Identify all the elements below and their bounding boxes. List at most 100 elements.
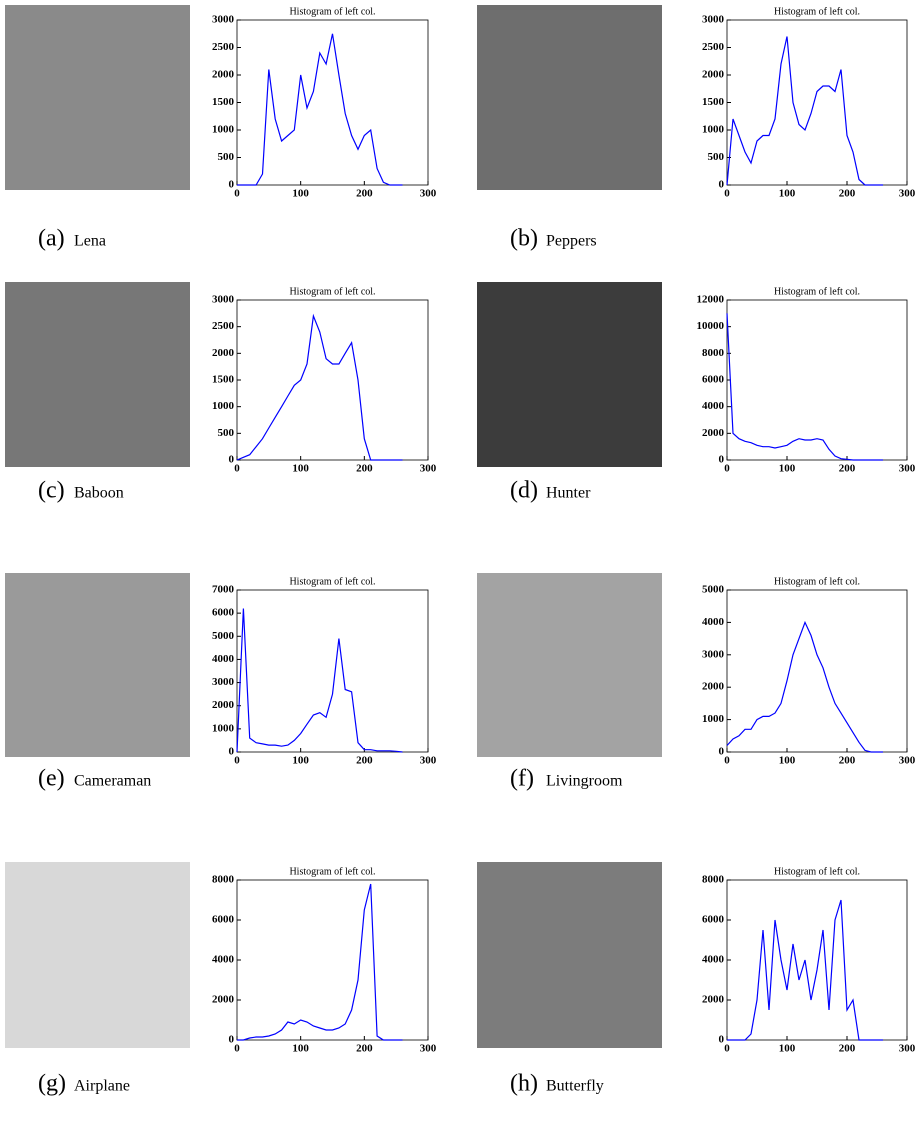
histogram-line bbox=[237, 609, 403, 753]
y-tick-label: 5000 bbox=[212, 630, 235, 642]
y-tick-label: 8000 bbox=[702, 347, 725, 359]
y-tick-label: 1000 bbox=[702, 713, 725, 725]
x-tick-label: 0 bbox=[724, 188, 730, 200]
y-tick-label: 3000 bbox=[212, 14, 235, 26]
panel-label: (b) bbox=[510, 226, 538, 252]
y-tick-label: 3000 bbox=[212, 294, 235, 306]
x-tick-label: 100 bbox=[292, 1043, 309, 1055]
x-tick-label: 100 bbox=[779, 755, 796, 767]
x-tick-label: 200 bbox=[356, 463, 373, 475]
image-placeholder bbox=[5, 573, 190, 757]
y-tick-label: 6000 bbox=[212, 914, 235, 926]
chart-title: Histogram of left col. bbox=[774, 286, 860, 297]
panel-label: (d) bbox=[510, 478, 538, 504]
y-tick-label: 2000 bbox=[212, 69, 235, 81]
image-placeholder bbox=[477, 573, 662, 757]
page: {"panels": [ {"label": "(a)", "name": "L… bbox=[0, 0, 921, 1130]
image-placeholder bbox=[5, 282, 190, 467]
plot-frame bbox=[237, 590, 428, 752]
y-tick-label: 10000 bbox=[697, 320, 725, 332]
y-tick-label: 12000 bbox=[697, 294, 725, 306]
x-tick-label: 0 bbox=[724, 755, 730, 767]
y-tick-label: 2000 bbox=[212, 994, 235, 1006]
plot-frame bbox=[237, 300, 428, 460]
plot-frame bbox=[727, 590, 907, 752]
chart-title: Histogram of left col. bbox=[774, 6, 860, 17]
image-placeholder bbox=[477, 862, 662, 1048]
plot-frame bbox=[237, 20, 428, 185]
plot-frame bbox=[727, 300, 907, 460]
image-placeholder bbox=[477, 5, 662, 190]
y-tick-label: 8000 bbox=[212, 874, 235, 886]
panel-name: Peppers bbox=[546, 233, 597, 250]
image-placeholder bbox=[5, 5, 190, 190]
y-tick-label: 2000 bbox=[702, 994, 725, 1006]
x-tick-label: 300 bbox=[899, 755, 916, 767]
x-tick-label: 300 bbox=[899, 463, 916, 475]
x-tick-label: 200 bbox=[839, 755, 856, 767]
y-tick-label: 1500 bbox=[212, 374, 235, 386]
chart-title: Histogram of left col. bbox=[289, 6, 375, 17]
x-tick-label: 0 bbox=[724, 1043, 730, 1055]
y-tick-label: 2000 bbox=[212, 699, 235, 711]
histogram-line bbox=[727, 37, 883, 186]
x-tick-label: 200 bbox=[356, 755, 373, 767]
x-tick-label: 100 bbox=[292, 188, 309, 200]
panel-name: Lena bbox=[74, 233, 106, 250]
chart-title: Histogram of left col. bbox=[289, 866, 375, 877]
y-tick-label: 4000 bbox=[212, 653, 235, 665]
image-placeholder bbox=[5, 862, 190, 1048]
panel-label: (f) bbox=[510, 766, 534, 792]
plot-frame bbox=[237, 880, 428, 1040]
x-tick-label: 200 bbox=[356, 1043, 373, 1055]
y-tick-label: 5000 bbox=[702, 584, 725, 596]
x-tick-label: 200 bbox=[839, 463, 856, 475]
x-tick-label: 300 bbox=[420, 188, 437, 200]
y-tick-label: 4000 bbox=[702, 400, 725, 412]
x-tick-label: 300 bbox=[420, 755, 437, 767]
x-tick-label: 0 bbox=[724, 463, 730, 475]
histogram-line bbox=[237, 884, 403, 1040]
x-tick-label: 200 bbox=[839, 1043, 856, 1055]
chart-title: Histogram of left col. bbox=[289, 576, 375, 587]
panel-label: (e) bbox=[38, 766, 65, 792]
plot-frame bbox=[727, 20, 907, 185]
y-tick-label: 3000 bbox=[702, 648, 725, 660]
x-tick-label: 100 bbox=[292, 755, 309, 767]
x-tick-label: 0 bbox=[234, 463, 240, 475]
panel-name: Butterfly bbox=[546, 1078, 604, 1095]
x-tick-label: 300 bbox=[899, 1043, 916, 1055]
histogram-line bbox=[237, 34, 403, 185]
y-tick-label: 2500 bbox=[702, 41, 725, 53]
y-tick-label: 500 bbox=[708, 151, 725, 163]
y-tick-label: 1500 bbox=[212, 96, 235, 108]
y-tick-label: 1000 bbox=[212, 124, 235, 136]
chart-title: Histogram of left col. bbox=[774, 576, 860, 587]
x-tick-label: 300 bbox=[420, 1043, 437, 1055]
y-tick-label: 2000 bbox=[702, 69, 725, 81]
x-tick-label: 0 bbox=[234, 1043, 240, 1055]
y-tick-label: 6000 bbox=[702, 374, 725, 386]
y-tick-label: 2000 bbox=[212, 347, 235, 359]
figure: (a)LenaHistogram of left col.05001000150… bbox=[0, 0, 921, 1130]
x-tick-label: 100 bbox=[779, 463, 796, 475]
y-tick-label: 4000 bbox=[212, 954, 235, 966]
histogram-line bbox=[237, 316, 403, 460]
y-tick-label: 3000 bbox=[212, 676, 235, 688]
y-tick-label: 1000 bbox=[212, 400, 235, 412]
x-tick-label: 0 bbox=[234, 755, 240, 767]
x-tick-label: 200 bbox=[356, 188, 373, 200]
histogram-line bbox=[727, 900, 883, 1040]
x-tick-label: 300 bbox=[899, 188, 916, 200]
y-tick-label: 1000 bbox=[212, 722, 235, 734]
y-tick-label: 4000 bbox=[702, 616, 725, 628]
chart-title: Histogram of left col. bbox=[774, 866, 860, 877]
y-tick-label: 1000 bbox=[702, 124, 725, 136]
y-tick-label: 6000 bbox=[212, 607, 235, 619]
y-tick-label: 6000 bbox=[702, 914, 725, 926]
histogram-line bbox=[727, 313, 883, 460]
y-tick-label: 2000 bbox=[702, 427, 725, 439]
chart-title: Histogram of left col. bbox=[289, 286, 375, 297]
y-tick-label: 500 bbox=[218, 427, 235, 439]
x-tick-label: 300 bbox=[420, 463, 437, 475]
